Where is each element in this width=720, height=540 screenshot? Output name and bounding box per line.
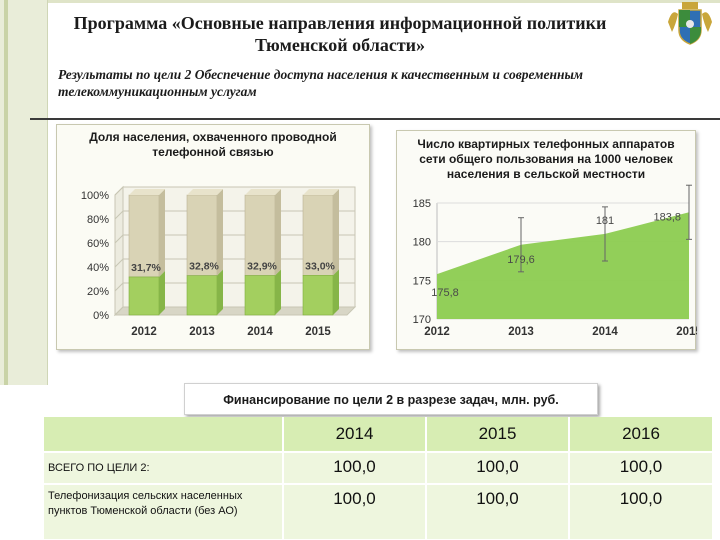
bar-remainder xyxy=(186,194,218,276)
slide-title-line-1: Программа «Основные направления информац… xyxy=(73,13,607,33)
slide-subtitle: Результаты по цели 2 Обеспечение доступа… xyxy=(58,66,708,100)
bar-top xyxy=(303,189,339,195)
y-tick-label: 20% xyxy=(87,286,109,298)
finance-row-label: Телефонизация сельских населенных пункто… xyxy=(44,483,284,539)
bar xyxy=(186,275,218,316)
bar-top xyxy=(245,189,281,195)
bar-top xyxy=(129,189,165,195)
y-tick-label: 80% xyxy=(87,214,109,226)
bar-top xyxy=(187,189,223,195)
finance-cell: 100,0 xyxy=(284,451,427,483)
y-tick-label: 170 xyxy=(413,314,431,326)
left-bar-chart: 0% 20% 40% 60% 80% 100% 31,7% 2012 32,8% 2013 32,9… xyxy=(81,185,357,338)
data-label: 32,9% xyxy=(247,261,277,273)
side-stripe xyxy=(4,0,8,385)
slide-title-line-2: Тюменской области» xyxy=(254,35,426,55)
x-tick-label: 2013 xyxy=(189,326,215,338)
x-tick-label: 2012 xyxy=(131,326,157,338)
data-label: 175,8 xyxy=(431,287,459,299)
bar-remainder-side xyxy=(159,189,165,277)
data-label: 31,7% xyxy=(131,262,161,274)
finance-title: Финансирование по цели 2 в разрезе задач… xyxy=(184,383,598,415)
right-chart-title-line-3: населения в сельской местности xyxy=(446,167,646,181)
right-chart-title: Число квартирных телефонных аппаратов се… xyxy=(397,137,695,182)
y-tick-label: 180 xyxy=(413,237,431,249)
y-tick-label: 185 xyxy=(413,198,431,210)
bar-remainder xyxy=(244,194,276,276)
gridline-side xyxy=(114,258,124,268)
right-chart-title-line-2: сети общего пользования на 1000 человек xyxy=(419,152,673,166)
finance-header-2014: 2014 xyxy=(284,417,427,451)
x-tick-label: 2014 xyxy=(592,326,618,338)
bar-remainder-side xyxy=(217,189,223,276)
gridline-side xyxy=(114,210,124,220)
bar-remainder-side xyxy=(333,189,339,276)
right-chart-panel: Число квартирных телефонных аппаратов се… xyxy=(396,130,697,350)
right-area-chart: 170 175 180 185 175,8 2012 179,6 2013 181 2014 183… xyxy=(413,184,697,338)
finance-cell: 100,0 xyxy=(427,451,570,483)
data-label: 181 xyxy=(596,215,614,227)
header-line xyxy=(0,0,720,3)
finance-header-2016: 2016 xyxy=(570,417,714,451)
bar-side xyxy=(217,269,223,315)
area-series xyxy=(437,212,689,319)
slide-subtitle-line-2: телекоммуникационным услугам xyxy=(58,84,257,99)
bar xyxy=(244,275,276,316)
data-label: 183,8 xyxy=(653,211,681,223)
bar-remainder xyxy=(128,194,160,278)
y-tick-label: 0% xyxy=(93,310,109,322)
divider-rule xyxy=(30,118,720,120)
table-row: Телефонизация сельских населенных пункто… xyxy=(44,483,714,539)
gridline-side xyxy=(114,234,124,244)
finance-header-2015: 2015 xyxy=(427,417,570,451)
y-tick-label: 40% xyxy=(87,262,109,274)
side-wall xyxy=(114,185,124,317)
left-chart-panel: Доля населения, охваченного проводной те… xyxy=(56,124,370,350)
bar-side xyxy=(159,270,165,315)
x-tick-label: 2015 xyxy=(305,326,331,338)
x-tick-label: 2013 xyxy=(508,326,534,338)
bar-side xyxy=(333,269,339,315)
left-chart-title-line-2: телефонной связью xyxy=(152,145,274,159)
finance-header-empty xyxy=(44,417,284,451)
finance-table: 2014 2015 2016 ВСЕГО ПО ЦЕЛИ 2: 100,0 10… xyxy=(44,417,714,539)
bar-remainder xyxy=(302,194,334,276)
slide-subtitle-line-1: Результаты по цели 2 Обеспечение доступа… xyxy=(58,67,584,82)
y-tick-label: 60% xyxy=(87,238,109,250)
bar-remainder-side xyxy=(275,189,281,276)
y-tick-label: 100% xyxy=(81,190,109,202)
finance-cell: 100,0 xyxy=(570,451,714,483)
gridline-side xyxy=(114,306,124,316)
y-tick-label: 175 xyxy=(413,275,431,287)
gridline-side xyxy=(114,282,124,292)
side-decoration xyxy=(0,0,48,385)
finance-header-row: 2014 2015 2016 xyxy=(44,417,714,451)
data-label: 32,8% xyxy=(189,261,219,273)
x-tick-label: 2012 xyxy=(424,326,450,338)
table-row: ВСЕГО ПО ЦЕЛИ 2: 100,0 100,0 100,0 xyxy=(44,451,714,483)
left-chart-title: Доля населения, охваченного проводной те… xyxy=(57,130,369,160)
x-tick-label: 2014 xyxy=(247,326,273,338)
bar xyxy=(128,276,160,316)
coat-of-arms-icon xyxy=(668,2,712,45)
right-chart-title-line-1: Число квартирных телефонных аппаратов xyxy=(417,137,675,151)
finance-cell: 100,0 xyxy=(427,483,570,539)
x-tick-label: 2015 xyxy=(676,326,697,338)
slide-title: Программа «Основные направления информац… xyxy=(60,12,620,56)
finance-cell: 100,0 xyxy=(284,483,427,539)
data-label: 33,0% xyxy=(305,260,335,272)
data-label: 179,6 xyxy=(507,254,535,266)
finance-cell: 100,0 xyxy=(570,483,714,539)
bar xyxy=(302,275,334,316)
gridline-side xyxy=(114,186,124,196)
left-chart-title-line-1: Доля населения, охваченного проводной xyxy=(89,130,337,144)
bar-side xyxy=(275,269,281,315)
finance-row-label: ВСЕГО ПО ЦЕЛИ 2: xyxy=(44,451,284,483)
